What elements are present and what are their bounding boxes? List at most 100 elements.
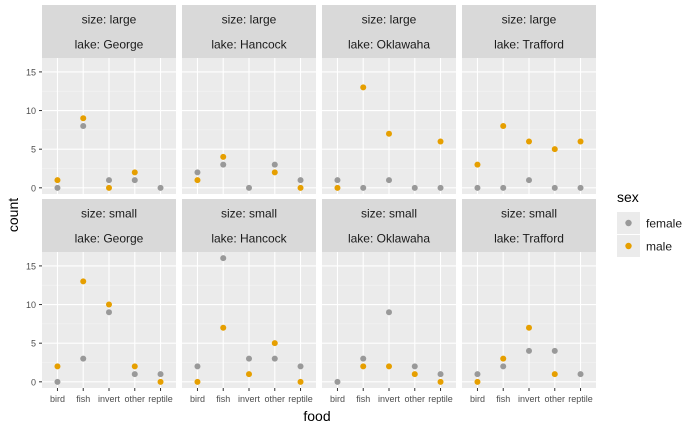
facet-panel: size: small lake: Trafford [462,199,596,388]
data-point-male [220,324,227,331]
data-point-male [131,169,138,176]
data-point-female [220,161,227,168]
y-tick-label: 5 [31,339,36,349]
x-tick-label: fish [356,394,370,404]
x-tick-label: reptile [568,394,593,404]
data-point-female [157,184,164,191]
facet-strip-size-label: size: small [501,207,557,221]
x-tick-label: reptile [428,394,453,404]
data-point-female [526,347,532,354]
x-tick-label: invert [238,394,261,404]
data-point-male [551,146,558,153]
data-point-male [360,84,367,91]
x-tick-label: reptile [148,394,173,404]
data-point-female [474,371,481,378]
facet-strip-size-label: size: large [82,13,137,27]
data-point-male [411,371,418,378]
x-tick-label: invert [378,394,401,404]
data-point-female [386,177,392,184]
data-point-female [474,184,481,191]
data-point-female [106,177,112,184]
data-point-male [297,184,304,191]
data-point-male [157,378,164,385]
data-point-female [500,363,507,370]
facet-strip-lake-label: lake: George [75,38,144,52]
facet-strip-lake-label: lake: Trafford [494,232,564,246]
facet-strip-lake-label: lake: Oklawaha [348,38,430,52]
data-point-male [106,184,112,191]
data-point-female [386,309,392,316]
facet-strip [322,199,456,252]
x-tick-label: other [405,394,426,404]
facet-strip [42,199,176,252]
data-point-male [526,324,532,331]
data-point-female [131,371,138,378]
data-point-female [437,371,444,378]
data-point-female [360,184,367,191]
data-point-female [577,371,584,378]
legend-label-male: male [646,240,672,254]
facet-panel: size: large lake: George [42,5,176,194]
facet-strip [182,199,316,252]
facet-strip [322,5,456,58]
y-tick-label: 10 [26,106,36,116]
data-point-female [246,184,252,191]
x-tick-label: other [545,394,566,404]
data-point-male [246,371,252,378]
data-point-male [500,355,507,362]
data-point-male [54,177,61,184]
x-tick-label: bird [470,394,485,404]
y-tick-label: 15 [26,67,36,77]
data-point-male [500,123,507,129]
x-tick-label: bird [330,394,345,404]
x-tick-label: invert [98,394,121,404]
facet-panel: size: small lake: Oklawaha [322,199,456,388]
x-tick-label: bird [190,394,205,404]
facet-strip [182,5,316,58]
data-point-female [54,184,61,191]
data-point-male [526,138,532,145]
facet-strip-lake-label: lake: Trafford [494,38,564,52]
data-point-male [131,363,138,370]
data-point-male [551,371,558,378]
x-tick-label: invert [518,394,541,404]
data-point-male [386,363,392,370]
legend-label-female: female [646,217,682,231]
data-point-male [54,363,61,370]
data-point-male [577,138,584,145]
data-point-female [220,255,227,262]
x-tick-label: other [265,394,286,404]
data-point-male [194,378,201,385]
y-tick-label: 10 [26,300,36,310]
data-point-female [411,363,418,370]
y-tick-label: 5 [31,145,36,155]
legend-title: sex [617,189,639,205]
x-axis-title: food [303,408,330,424]
data-point-female [360,355,367,362]
data-point-female [54,378,61,385]
data-point-female [194,169,201,176]
data-point-female [297,363,304,370]
facet-strip-size-label: size: large [502,13,557,27]
data-point-male [437,138,444,145]
y-tick-label: 0 [31,377,36,387]
facet-panel: size: small lake: Hancock [182,199,316,388]
facet-strip-lake-label: lake: George [75,232,144,246]
facet-strip-size-label: size: large [362,13,417,27]
facet-strip-size-label: size: large [222,13,277,27]
data-point-male [334,184,341,191]
facet-panel: size: large lake: Hancock [182,5,316,194]
legend-marker-female [625,219,632,227]
facet-panels: size: large lake: George size: large lake: … [42,5,596,388]
y-tick-label: 0 [31,183,36,193]
data-point-female [577,184,584,191]
facet-strip [42,5,176,58]
data-point-male [437,378,444,385]
facet-panel: size: small lake: George [42,199,176,388]
data-point-male [106,301,112,308]
y-axis-title: count [5,198,21,232]
x-tick-label: other [125,394,146,404]
facet-strip [462,5,596,58]
x-tick-label: fish [496,394,510,404]
facet-strip-lake-label: lake: Oklawaha [348,232,430,246]
